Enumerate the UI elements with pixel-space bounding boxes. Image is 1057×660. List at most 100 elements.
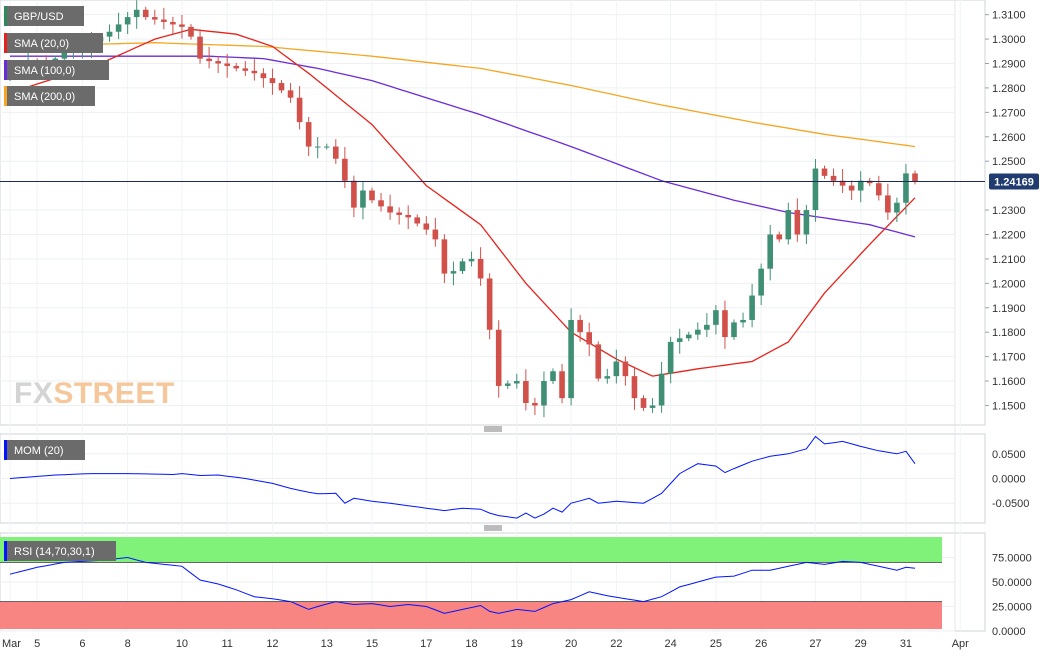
candle — [613, 349, 620, 384]
last-price-label: 1.24169 — [994, 177, 1034, 189]
time-tick-label: Apr — [952, 638, 969, 650]
candle-body — [595, 344, 602, 379]
candle-body — [278, 83, 285, 91]
rsi-tick-label: 75.0000 — [992, 553, 1032, 565]
candle — [115, 12, 122, 40]
rsi-tick-label: 25.0000 — [992, 602, 1032, 614]
sma200-legend-label: SMA (200,0) — [14, 91, 75, 103]
candle-body — [541, 381, 547, 406]
candle-body — [550, 371, 556, 382]
rsi-legend-label: RSI (14,70,30,1) — [14, 546, 95, 558]
candle-body — [758, 268, 764, 296]
price-tick-label: 1.2200 — [992, 229, 1026, 241]
candle — [903, 163, 909, 215]
candle — [152, 9, 158, 25]
candle-body — [314, 146, 321, 148]
candle — [559, 363, 565, 404]
sma20-legend-box — [4, 33, 103, 53]
time-tick-label: 24 — [665, 638, 677, 650]
candle-body — [695, 329, 701, 335]
candle-body — [812, 168, 819, 211]
candle-body — [604, 376, 611, 379]
watermark-fx: FX — [14, 377, 53, 410]
candle-body — [740, 319, 746, 323]
candle-body — [586, 332, 592, 345]
rsi-legend-swatch — [4, 541, 7, 561]
candle-body — [821, 168, 828, 176]
rsi-zones — [0, 537, 942, 629]
candle — [667, 336, 674, 384]
rsi-tick-label: 50.0000 — [992, 577, 1032, 589]
rsi-tick-label: 0.0000 — [992, 626, 1026, 638]
candle-body — [577, 319, 583, 333]
candle-body — [106, 31, 113, 37]
sma20-legend-label: SMA (20,0) — [14, 38, 69, 50]
candle — [170, 16, 176, 34]
candle — [296, 85, 303, 130]
panel-resize-handle[interactable] — [484, 525, 502, 531]
candle-body — [495, 329, 502, 386]
candle-body — [233, 65, 240, 69]
candle-body — [568, 319, 574, 399]
price-tick-label: 1.2000 — [992, 278, 1026, 290]
price-tick-label: 1.1800 — [992, 327, 1026, 339]
candle-body — [532, 403, 538, 406]
candle-body — [323, 146, 330, 148]
candle — [396, 207, 402, 225]
candle — [314, 137, 321, 159]
mom-tick-label: -0.0500 — [992, 498, 1029, 510]
candle-body — [794, 210, 801, 235]
candle — [803, 204, 810, 245]
candle — [695, 322, 701, 340]
last-price-badge — [989, 173, 1039, 190]
time-tick-label: 22 — [610, 638, 622, 650]
candle — [369, 187, 375, 204]
candle-body — [631, 376, 638, 399]
candle-body — [857, 180, 864, 191]
candle — [848, 180, 855, 201]
candle-body — [369, 190, 375, 201]
candle — [215, 55, 221, 74]
panel-resize-handle[interactable] — [484, 426, 502, 432]
sma200-legend-swatch — [4, 86, 7, 106]
candle — [857, 171, 864, 203]
candle-body — [296, 97, 303, 123]
time-tick-label: 25 — [710, 638, 722, 650]
candle — [269, 68, 276, 95]
candle-body — [776, 234, 783, 240]
candle — [704, 313, 710, 338]
candle-body — [242, 68, 249, 71]
candle-body — [188, 26, 194, 37]
candle-body — [287, 90, 294, 98]
panel-resize-handles[interactable] — [484, 426, 502, 531]
candle — [658, 361, 665, 413]
candle — [278, 80, 285, 94]
candle-body — [459, 261, 466, 272]
candle-body — [206, 58, 212, 62]
time-tick-label: 8 — [125, 638, 131, 650]
candle-body — [161, 19, 167, 22]
moving-averages — [9, 28, 916, 377]
candle — [504, 380, 511, 389]
candle — [685, 331, 692, 342]
time-tick-label: 27 — [809, 638, 821, 650]
candle — [197, 29, 203, 64]
candle — [885, 183, 891, 220]
time-tick-label: 26 — [755, 638, 767, 650]
time-tick-label: 18 — [465, 638, 477, 650]
fxstreet-watermark: FXSTREET — [14, 377, 174, 410]
instrument-legend-label: GBP/USD — [14, 11, 64, 23]
candle — [142, 6, 149, 21]
candle — [206, 46, 212, 69]
candle-body — [722, 310, 728, 338]
candle-body — [704, 324, 710, 330]
candle-body — [731, 322, 737, 338]
rsi-legend-box — [4, 541, 116, 561]
candle-body — [305, 122, 312, 147]
candle — [233, 63, 240, 72]
price-tick-label: 1.2700 — [992, 107, 1026, 119]
candle-body — [179, 24, 185, 27]
candle — [287, 83, 294, 103]
candle — [477, 247, 484, 286]
